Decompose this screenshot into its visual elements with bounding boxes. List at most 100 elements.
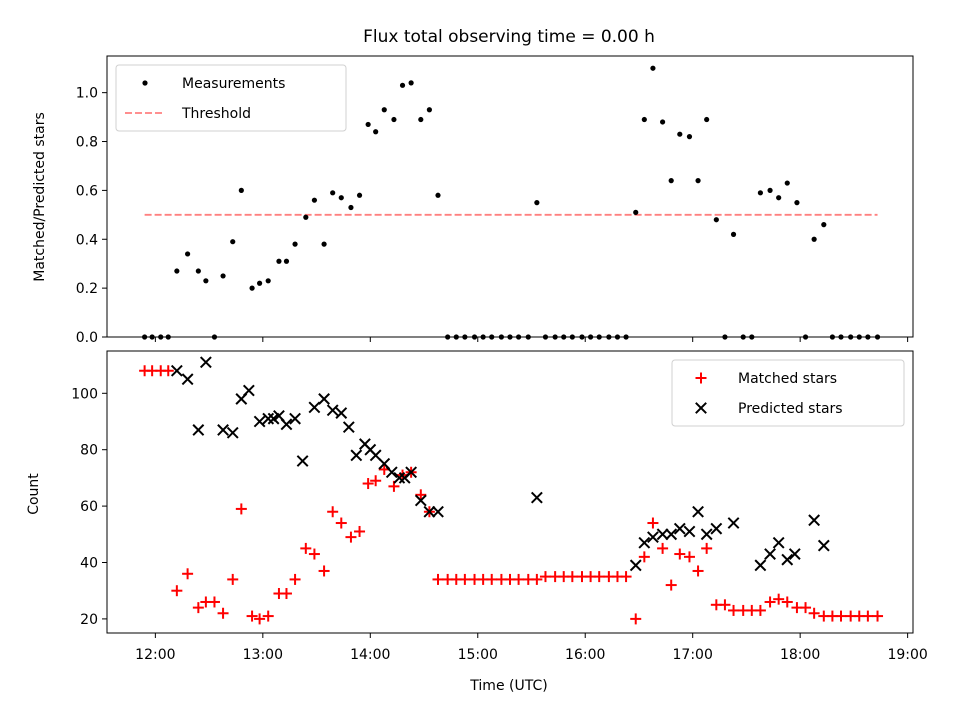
data-point xyxy=(781,596,793,608)
data-point xyxy=(692,505,704,518)
legend-frame xyxy=(671,359,905,427)
data-point xyxy=(530,491,543,504)
data-point xyxy=(773,593,785,605)
data-point xyxy=(303,214,309,220)
y-tick-label: 0.4 xyxy=(76,232,98,248)
data-point xyxy=(405,466,418,479)
data-point xyxy=(862,610,874,622)
data-point xyxy=(280,418,293,431)
data-point xyxy=(276,258,282,264)
data-point xyxy=(257,280,263,286)
data-point xyxy=(418,116,424,123)
axes-frame xyxy=(106,55,914,338)
data-point xyxy=(235,503,247,515)
data-point xyxy=(772,536,785,549)
y-tick-label: 40 xyxy=(80,556,98,572)
data-point xyxy=(539,571,551,583)
x-tick-label: 13:00 xyxy=(243,647,283,663)
data-point xyxy=(426,107,432,113)
data-point xyxy=(162,365,174,377)
data-point xyxy=(249,285,255,291)
x-axis-label: Time (UTC) xyxy=(469,678,547,694)
data-point xyxy=(408,80,414,86)
data-point xyxy=(354,525,366,537)
data-point xyxy=(776,195,782,201)
data-point xyxy=(253,415,266,428)
data-point xyxy=(673,522,686,535)
data-point xyxy=(674,548,686,560)
top-y-axis-label: Matched/Predicted stars xyxy=(32,112,48,282)
data-point xyxy=(692,565,704,577)
data-point xyxy=(350,449,363,462)
legend-marker xyxy=(142,80,148,86)
data-point xyxy=(262,412,275,425)
data-point xyxy=(638,536,651,549)
y-tick-label: 60 xyxy=(80,499,98,515)
data-point xyxy=(629,559,642,572)
data-point xyxy=(686,134,693,140)
top-panel: Flux total observing time = 0.00 h Match… xyxy=(32,27,914,346)
bottom-y-axis-label: Count xyxy=(26,473,42,515)
data-point xyxy=(182,568,194,580)
data-point xyxy=(660,119,666,125)
data-point xyxy=(459,573,471,585)
data-point xyxy=(794,200,800,206)
data-point xyxy=(283,258,290,264)
data-point xyxy=(292,241,298,247)
data-point xyxy=(593,571,605,583)
data-point xyxy=(821,222,827,228)
data-point xyxy=(668,178,674,184)
y-tick-label: 100 xyxy=(71,386,98,402)
data-point xyxy=(238,187,244,193)
data-point xyxy=(665,579,677,591)
data-point xyxy=(296,455,309,467)
legend-label: Measurements xyxy=(182,76,285,92)
data-point xyxy=(385,466,398,479)
data-point xyxy=(513,573,525,585)
y-tick-label: 0.2 xyxy=(76,281,98,297)
data-point xyxy=(318,565,330,577)
data-point xyxy=(656,528,669,541)
data-point xyxy=(764,596,776,608)
data-point xyxy=(171,585,183,597)
data-point xyxy=(754,559,767,572)
data-point xyxy=(356,192,363,198)
series-matched-stars xyxy=(139,365,884,625)
data-point xyxy=(754,604,766,616)
data-point xyxy=(192,424,205,436)
bottom-panel: Count Time (UTC) 20 40 60 80 100 12:00 13:00 14… xyxy=(26,350,928,694)
data-point xyxy=(311,197,318,203)
data-point xyxy=(432,573,444,585)
data-point xyxy=(185,251,191,257)
x-tick-label: 12:00 xyxy=(135,647,175,663)
data-point xyxy=(399,82,406,88)
data-point xyxy=(695,178,701,184)
data-point xyxy=(727,517,740,529)
y-tick-label: 1.0 xyxy=(76,86,98,102)
data-point xyxy=(781,553,794,566)
data-point xyxy=(338,195,344,201)
data-point xyxy=(641,116,647,123)
data-point xyxy=(704,116,710,123)
data-point xyxy=(633,209,639,215)
x-tick-label: 19:00 xyxy=(887,647,927,663)
top-plot-area: 0.0 0.2 0.4 0.6 0.8 1.0 Measurements Threshold xyxy=(76,55,914,346)
data-point xyxy=(342,421,355,434)
legend: Matched stars Predicted stars xyxy=(671,359,905,427)
data-point xyxy=(393,471,406,484)
data-point xyxy=(630,613,642,625)
data-point xyxy=(289,412,301,425)
data-point xyxy=(638,551,650,563)
data-point xyxy=(730,231,737,237)
data-point xyxy=(230,239,236,245)
data-point xyxy=(683,551,695,563)
data-point xyxy=(170,364,183,377)
legend-entry: Measurements xyxy=(142,76,285,92)
data-point xyxy=(195,268,201,274)
data-point xyxy=(365,121,371,128)
data-point xyxy=(811,236,817,242)
bottom-plot-area: 20 40 60 80 100 12:00 13:00 14:00 15:00 16:00 17:0… xyxy=(71,350,928,663)
data-point xyxy=(713,217,719,223)
legend-marker xyxy=(695,372,707,384)
